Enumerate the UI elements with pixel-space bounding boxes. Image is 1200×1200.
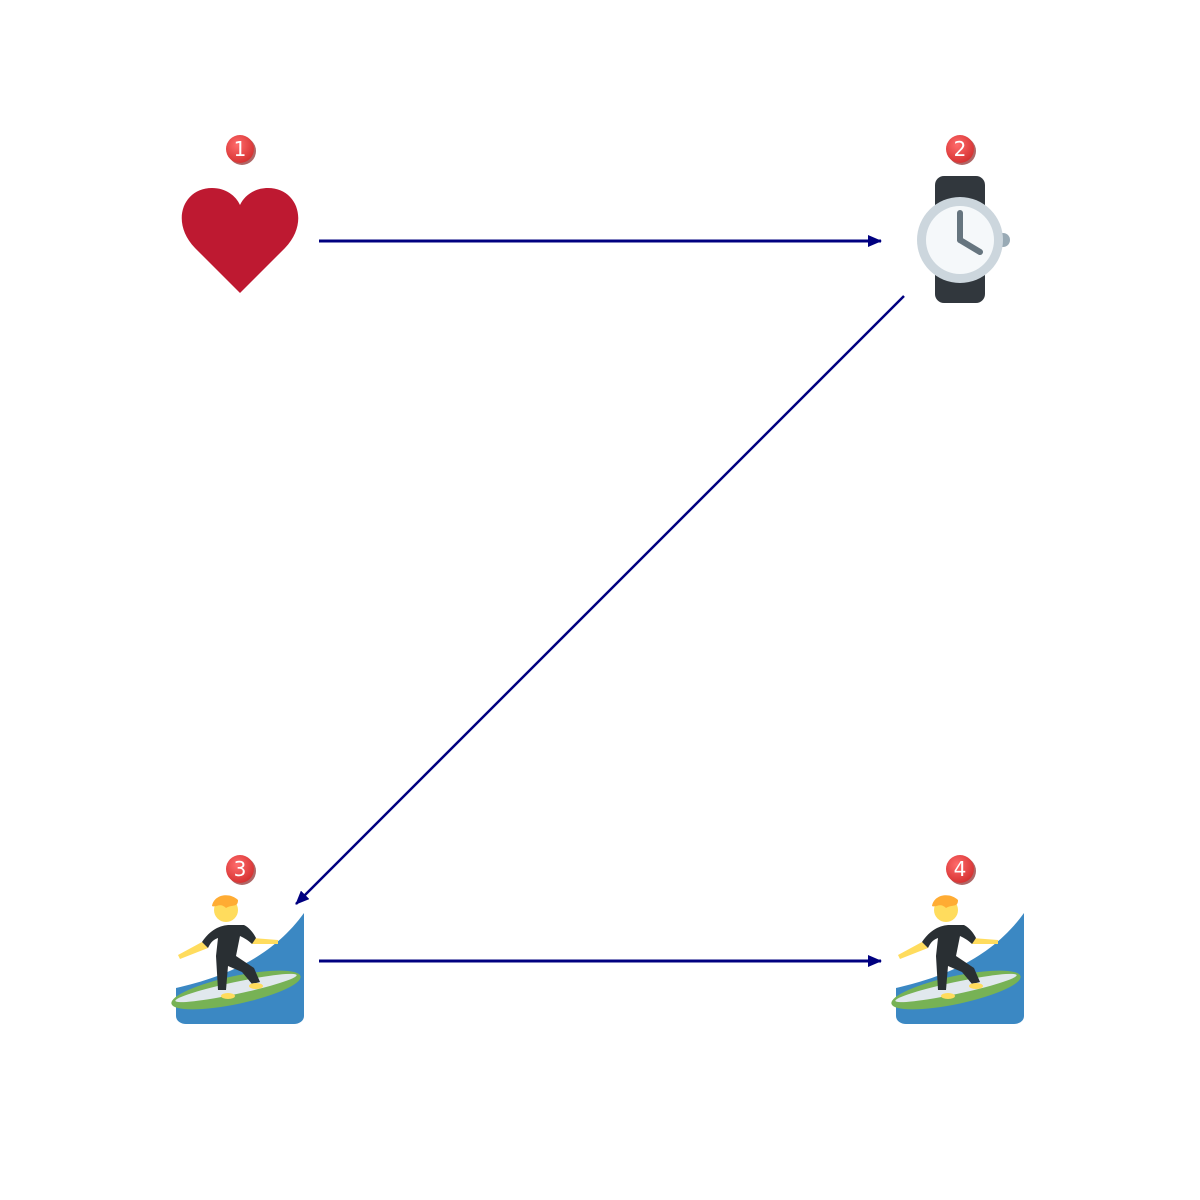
badge-4-label: 4 [954,857,967,881]
node-4: 4 [891,855,1024,1024]
person-surfing-icon [891,895,1024,1024]
wristwatch-icon [917,176,1010,303]
edge-2-to-3 [295,295,905,905]
badge-3: 3 [226,855,256,885]
badge-4: 4 [946,855,976,885]
red-heart-icon [181,188,299,293]
person-surfing-icon [171,895,304,1024]
node-1: 1 [181,135,299,293]
badge-3-label: 3 [234,857,247,881]
node-2: 2 [917,135,1010,303]
node-3: 3 [171,855,304,1024]
badge-2: 2 [946,135,976,165]
badge-1: 1 [226,135,256,165]
badge-2-label: 2 [954,137,967,161]
badge-1-label: 1 [234,137,247,161]
